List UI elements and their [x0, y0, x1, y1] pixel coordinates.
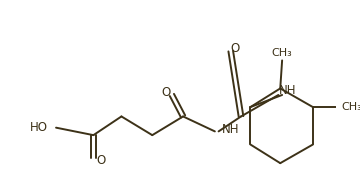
Text: NH: NH	[279, 84, 297, 97]
Text: O: O	[231, 42, 240, 55]
Text: HO: HO	[30, 121, 48, 134]
Text: CH₃: CH₃	[272, 48, 292, 58]
Text: O: O	[96, 154, 105, 167]
Text: O: O	[162, 86, 171, 99]
Text: CH₃: CH₃	[341, 102, 360, 112]
Text: NH: NH	[222, 123, 240, 136]
